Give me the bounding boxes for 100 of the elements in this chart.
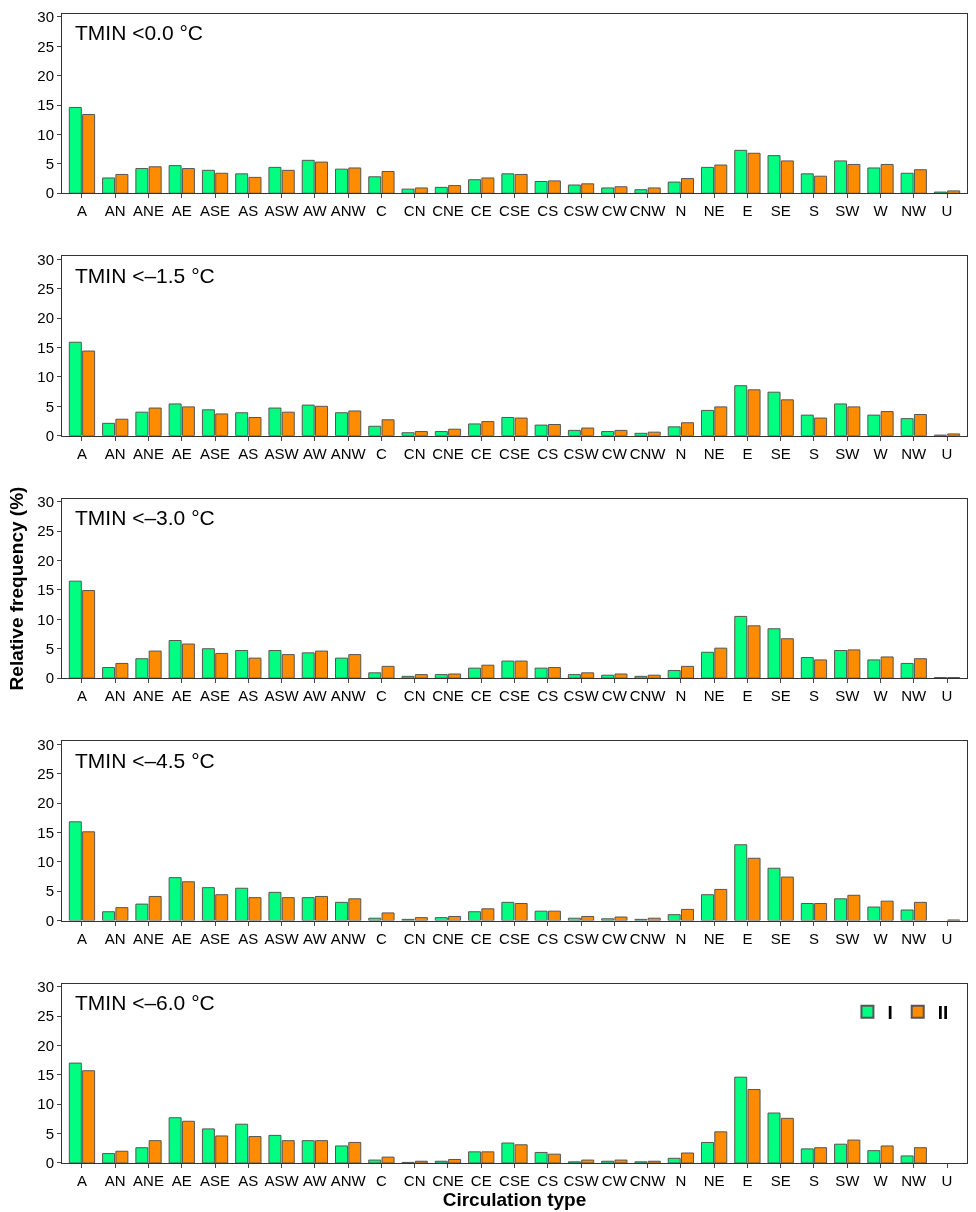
x-tick-label: N (675, 1172, 687, 1189)
x-tick-label: CSW (563, 1172, 600, 1189)
x-tick-label: W (873, 687, 889, 705)
x-tick-label: CS (537, 1172, 559, 1189)
x-tick-label: S (808, 929, 819, 947)
x-tick-label: AW (303, 1172, 328, 1189)
y-tick-label: 0 (45, 426, 54, 444)
y-tick-label: 20 (37, 66, 54, 84)
x-tick-label: N (675, 444, 687, 462)
x-tick-label: CS (537, 202, 559, 220)
x-tick-label: ASE (200, 1172, 231, 1189)
x-tick-label: NW (901, 929, 928, 947)
x-tick-label: NE (703, 444, 725, 462)
x-tick-label: SW (835, 444, 861, 462)
y-tick-label: 0 (45, 911, 54, 929)
x-tick-label: CSE (499, 444, 530, 462)
y-tick-label: 20 (37, 1036, 54, 1054)
x-tick-label: ASE (200, 687, 231, 705)
x-tick-label: CNE (432, 444, 464, 462)
y-tick-label: 25 (37, 522, 54, 540)
y-tick-label: 0 (45, 1154, 54, 1172)
x-tick-label: E (742, 444, 753, 462)
x-tick-label: SW (835, 929, 861, 947)
x-tick-label: AE (171, 929, 192, 947)
x-tick-label: C (375, 687, 387, 705)
y-tick-label: 25 (37, 37, 54, 55)
x-tick-label: SE (770, 202, 791, 220)
x-tick-label: ANW (330, 444, 367, 462)
chart-title: TMIN <–4.5 °C (75, 749, 215, 772)
chart-title: TMIN <–3.0 °C (75, 506, 215, 529)
x-tick-label: NE (703, 687, 725, 705)
chart-title: TMIN <0.0 °C (75, 21, 204, 44)
x-tick-label: ANW (330, 1172, 367, 1189)
x-tick-label: CNW (629, 444, 667, 462)
x-tick-label: CSW (563, 929, 600, 947)
y-tick-label: 20 (37, 551, 54, 569)
x-tick-label: AN (104, 687, 126, 705)
x-tick-label: NW (901, 202, 928, 220)
x-tick-label: C (375, 929, 387, 947)
x-tick-label: ASW (264, 687, 300, 705)
x-tick-label: ANE (133, 444, 164, 462)
y-tick-label: 30 (37, 8, 54, 26)
x-tick-label: C (375, 444, 387, 462)
x-tick-label: N (675, 202, 687, 220)
x-tick-label: AS (238, 1172, 259, 1189)
x-tick-label: AN (104, 929, 126, 947)
x-tick-label: W (873, 444, 889, 462)
x-tick-label: AW (303, 929, 328, 947)
x-tick-label: AW (303, 687, 328, 705)
x-tick-label: ANW (330, 687, 367, 705)
legend-label: II (937, 1002, 949, 1024)
x-tick-label: A (76, 202, 87, 220)
x-tick-label: C (375, 1172, 387, 1189)
x-tick-label: CN (403, 202, 426, 220)
x-tick-label: ASW (264, 444, 300, 462)
chart-title: TMIN <–6.0 °C (75, 991, 215, 1014)
x-tick-label: CE (470, 202, 492, 220)
x-tick-label: ANW (330, 929, 367, 947)
x-tick-label: C (375, 202, 387, 220)
x-tick-label: CW (601, 202, 628, 220)
x-tick-label: CS (537, 444, 559, 462)
x-tick-label: E (742, 929, 753, 947)
y-tick-label: 10 (37, 368, 54, 386)
x-tick-label: ASW (264, 929, 300, 947)
x-tick-label: U (941, 1172, 953, 1189)
x-tick-label: A (76, 687, 87, 705)
x-tick-label: CE (470, 1172, 492, 1189)
x-tick-label: A (76, 929, 87, 947)
x-tick-label: W (873, 1172, 889, 1189)
y-tick-label: 10 (37, 1095, 54, 1113)
y-tick-label: 25 (37, 764, 54, 782)
x-tick-label: SW (835, 687, 861, 705)
x-tick-label: CN (403, 929, 426, 947)
x-tick-label: CS (537, 687, 559, 705)
y-tick-label: 0 (45, 184, 54, 202)
x-tick-label: CNE (432, 1172, 464, 1189)
y-tick-label: 30 (37, 977, 54, 995)
y-tick-label: 15 (37, 338, 54, 356)
y-tick-label: 30 (37, 250, 54, 268)
x-tick-label: CNW (629, 687, 667, 705)
y-tick-label: 25 (37, 280, 54, 298)
x-tick-label: AN (104, 1172, 126, 1189)
x-tick-label: SE (770, 1172, 791, 1189)
x-tick-label: CW (601, 1172, 628, 1189)
y-tick-label: 15 (37, 823, 54, 841)
x-tick-label: ASE (200, 202, 231, 220)
x-tick-label: U (941, 202, 953, 220)
x-tick-label: AE (171, 202, 192, 220)
y-tick-label: 10 (37, 610, 54, 628)
x-tick-label: CS (537, 929, 559, 947)
x-tick-label: CSW (563, 444, 600, 462)
y-axis-title: Relative frequency (%) (6, 486, 28, 691)
x-tick-label: SE (770, 444, 791, 462)
x-tick-label: CSW (563, 687, 600, 705)
x-tick-label: CW (601, 687, 628, 705)
y-tick-label: 20 (37, 309, 54, 327)
x-tick-label: E (742, 1172, 753, 1189)
x-tick-label: CSE (499, 929, 530, 947)
x-tick-label: ANW (330, 202, 367, 220)
x-tick-label: NW (901, 1172, 928, 1189)
